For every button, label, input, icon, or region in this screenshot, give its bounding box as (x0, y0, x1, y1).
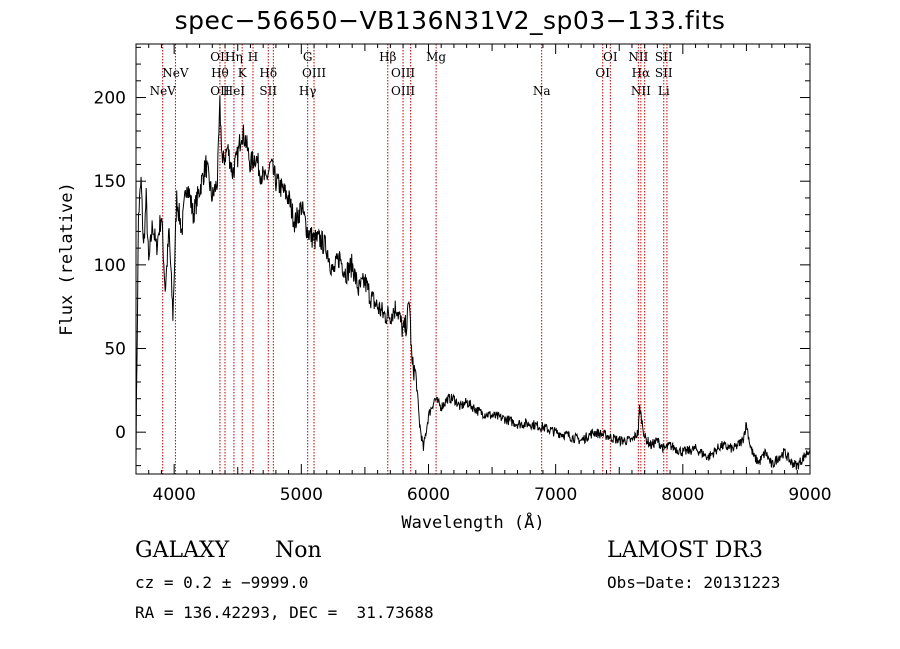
line-label: OIII (391, 84, 415, 98)
x-tick-label: 9000 (788, 485, 831, 505)
line-label: OII (210, 50, 230, 64)
line-label: NeV (162, 66, 189, 80)
line-label: G (303, 50, 313, 64)
y-tick-label: 150 (94, 172, 126, 192)
line-label: K (238, 66, 248, 80)
redshift-text: cz = 0.2 ± −9999.0 (135, 573, 309, 592)
y-axis: 0 50 100 150 200 (94, 46, 810, 467)
plot-frame (135, 43, 811, 475)
y-tick-label: 0 (115, 423, 126, 443)
line-label: Hβ (379, 50, 396, 64)
line-label: Hη (225, 50, 243, 64)
line-label: HeI (223, 84, 246, 98)
x-axis-label: Wavelength (Å) (401, 511, 544, 533)
line-label: OIII (391, 66, 415, 80)
line-label: NII (631, 84, 651, 98)
line-label: Hγ (299, 84, 317, 98)
line-label: SII (259, 84, 277, 98)
y-tick-label: 100 (94, 256, 126, 276)
y-axis-label: Flux (relative) (57, 182, 77, 336)
x-axis: 4000 5000 6000 7000 8000 9000 (135, 44, 832, 505)
x-tick-label: 6000 (407, 485, 450, 505)
line-label: NII (628, 50, 648, 64)
line-label: Mg (426, 50, 446, 64)
line-label: Hθ (211, 66, 229, 80)
object-class: GALAXY (135, 538, 230, 563)
x-tick-label: 7000 (534, 485, 577, 505)
line-label: OI (595, 66, 610, 80)
spectrum-line (135, 96, 811, 470)
emission-lines (162, 44, 668, 474)
obs-date: Obs−Date: 20131223 (607, 573, 781, 592)
line-label: OI (603, 50, 618, 64)
ra-dec-text: RA = 136.42293, DEC = 31.73688 (135, 603, 434, 622)
line-label: Hα (632, 66, 651, 80)
line-label: OII (210, 84, 230, 98)
line-label: Na (533, 84, 551, 98)
line-label: NeV (150, 84, 177, 98)
x-tick-label: 5000 (280, 485, 323, 505)
y-tick-label: 200 (94, 89, 126, 109)
chart-title: spec−56650−VB136N31V2_sp03−133.fits (174, 6, 726, 35)
object-subclass: Non (275, 538, 322, 563)
line-label: SII (655, 66, 673, 80)
survey-name: LAMOST DR3 (607, 538, 763, 563)
line-label: Hδ (259, 66, 277, 80)
line-label: OIII (302, 66, 326, 80)
series (135, 96, 811, 470)
line-label: H (248, 50, 258, 64)
line-label: SII (655, 50, 673, 64)
y-tick-label: 50 (104, 340, 126, 360)
line-labels: NeVNeVOIIHθOIIHηHeIKHHδSIIGHγOIIIHβOIIIO… (150, 50, 673, 98)
line-label: Li (658, 84, 670, 98)
x-tick-label: 4000 (153, 485, 196, 505)
x-tick-label: 8000 (661, 485, 704, 505)
